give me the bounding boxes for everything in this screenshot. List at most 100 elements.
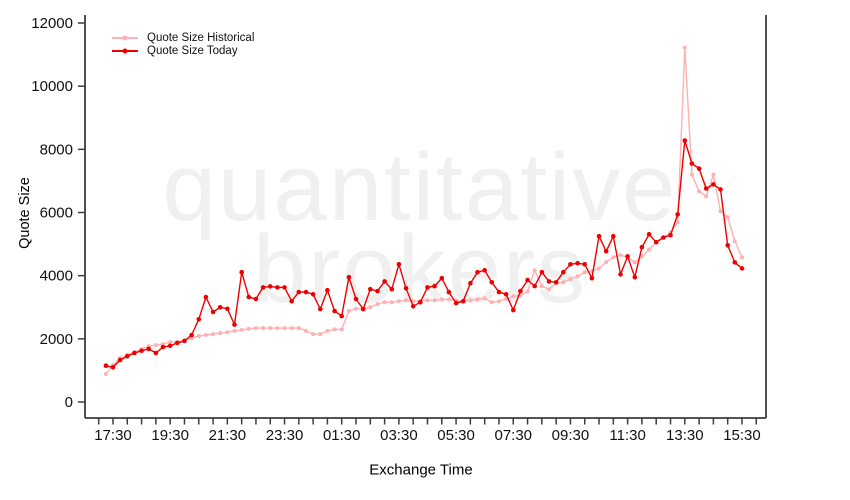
series-today-point [460, 298, 466, 304]
series-historical-point [232, 328, 237, 333]
series-historical-point [525, 289, 530, 294]
x-tick-label: 15:30 [723, 427, 761, 444]
series-today-point [675, 212, 680, 217]
series-today-point [253, 296, 259, 302]
series-today-point [368, 286, 373, 292]
x-tick-label: 05:30 [437, 427, 475, 444]
series-historical-point [389, 300, 394, 305]
series-historical-point [275, 326, 280, 331]
series-historical-point [561, 280, 566, 285]
series-today-point [282, 285, 287, 290]
series-historical-point [468, 298, 473, 303]
series-historical-point [246, 326, 251, 331]
x-tick-label: 19:30 [151, 427, 189, 444]
series-today-point [525, 277, 530, 283]
series-today-point [496, 289, 502, 295]
series-today-point [718, 187, 723, 192]
series-historical-point [332, 327, 337, 332]
series-today-point [267, 284, 273, 289]
series-today-point [582, 262, 587, 267]
series-historical-point [725, 215, 730, 220]
series-today-point [711, 182, 716, 187]
series-today-point [511, 307, 516, 313]
series-today-point [732, 260, 738, 265]
x-tick-label: 01:30 [323, 427, 361, 444]
series-today-point [432, 283, 437, 289]
series-historical-point [511, 294, 516, 299]
series-today-point [625, 254, 630, 259]
y-tick-label: 10000 [31, 78, 73, 95]
x-tick-label: 21:30 [209, 427, 247, 444]
series-today-point [568, 262, 573, 267]
series-today-point [682, 138, 688, 143]
series-today-point [160, 344, 166, 350]
series-today-point [325, 287, 330, 293]
x-tick-label: 07:30 [494, 427, 532, 444]
series-today-point [518, 288, 523, 294]
series-today-point [603, 249, 609, 254]
series-today-point [289, 298, 295, 304]
series-today-point [725, 243, 730, 248]
series-today-point [546, 279, 552, 284]
series-historical-point [575, 274, 580, 279]
series-historical-point [711, 172, 716, 177]
series-historical-point [439, 297, 444, 302]
series-today-line [105, 139, 743, 368]
x-axis-title: Exchange Time [369, 461, 473, 479]
series-historical-point [582, 270, 587, 275]
series-today-point [360, 306, 366, 312]
series-today-point [146, 346, 151, 352]
series-historical-point [632, 260, 637, 265]
series-today-point [632, 274, 638, 280]
series-historical-point [261, 326, 266, 331]
y-tick-label: 8000 [40, 141, 73, 158]
series-historical-point [282, 326, 287, 331]
series-historical-line [105, 46, 743, 375]
series-historical-point [718, 209, 723, 214]
watermark-line1: quantitative [162, 134, 678, 241]
series-today-point [296, 289, 302, 295]
series-today-point [396, 262, 402, 267]
series-today-point [382, 279, 387, 284]
series-historical-point [604, 260, 609, 265]
series-today-point [561, 269, 566, 275]
series-today-point [153, 350, 159, 356]
series-historical-point [704, 194, 709, 199]
series-historical-point [639, 254, 644, 259]
series-historical-point [697, 189, 702, 194]
series-today-point [210, 309, 216, 315]
series-historical-point [497, 299, 501, 304]
series-historical-point [203, 333, 208, 337]
series-historical-point [225, 330, 230, 335]
series-today-point [589, 275, 595, 281]
legend-point-icon [122, 48, 128, 53]
series-historical-point [318, 332, 323, 337]
series-historical-point [597, 266, 601, 271]
series-today-point [339, 313, 345, 319]
series-historical-point [354, 306, 358, 311]
x-tick-label: 03:30 [380, 427, 418, 444]
series-today-point [689, 161, 695, 166]
series-today-point [446, 289, 452, 295]
legend-label: Quote Size Today [147, 44, 238, 57]
series-historical-point [346, 309, 351, 313]
series-today-point [332, 308, 337, 314]
series-today-point [217, 305, 223, 310]
series-today-point [125, 353, 130, 359]
series-today-point [703, 186, 709, 191]
series-historical-point [568, 277, 573, 282]
series-historical-point [311, 332, 316, 337]
legend-line-swatch [112, 35, 138, 40]
series-today-point [303, 289, 309, 295]
series-historical-point [375, 302, 380, 307]
x-tick-label: 09:30 [552, 427, 590, 444]
series-today-point [260, 285, 266, 290]
series-today-point [232, 322, 237, 327]
series-historical-point [740, 255, 744, 260]
series-historical-point [168, 340, 173, 345]
series-today-point [225, 306, 230, 312]
series-historical-point [153, 343, 158, 348]
legend-item-today: Quote Size Today [112, 44, 254, 57]
series-historical-point [211, 332, 216, 337]
series-historical-point [253, 326, 258, 331]
